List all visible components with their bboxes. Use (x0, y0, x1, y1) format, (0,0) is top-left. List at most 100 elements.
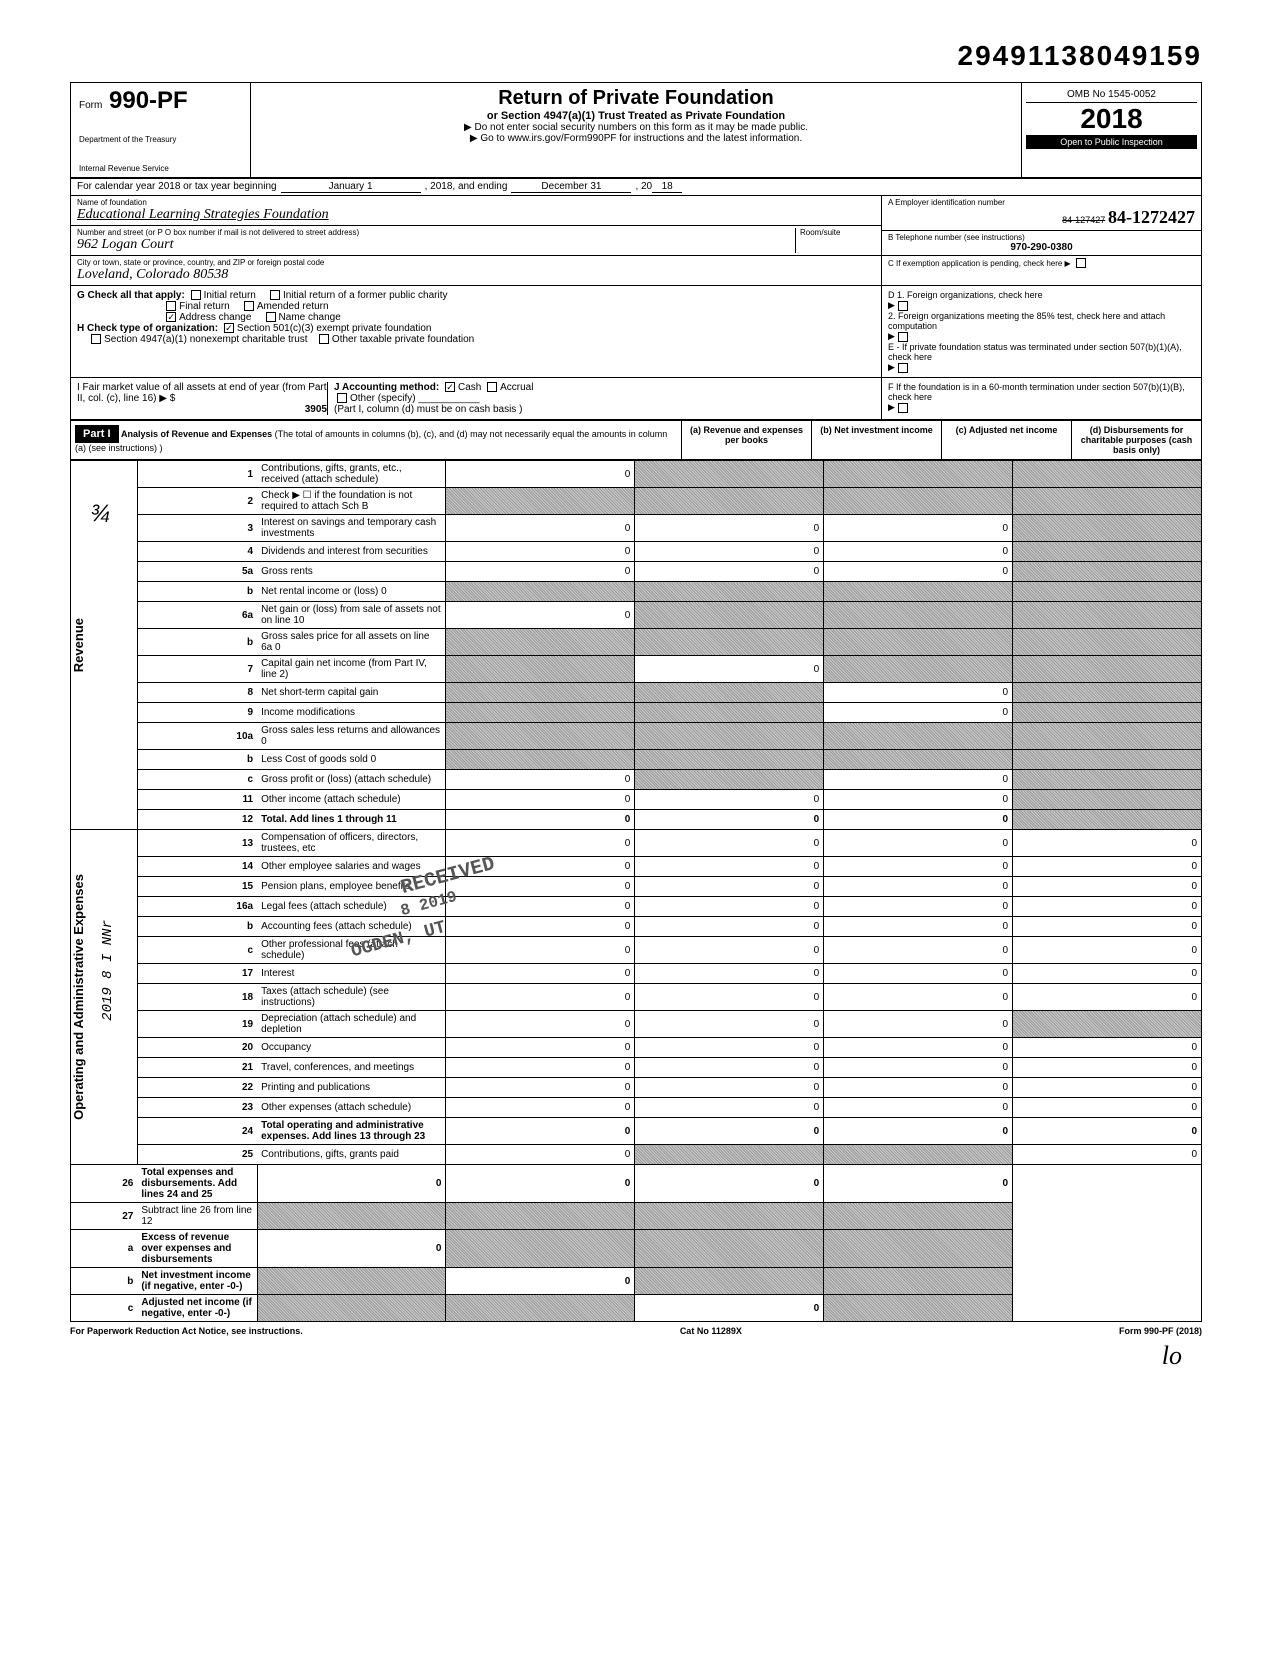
row-val: 0 (446, 1268, 635, 1295)
row-val: 0 (635, 830, 824, 857)
e-checkbox[interactable] (898, 363, 908, 373)
g-opt2: Initial return of a former public charit… (283, 290, 448, 301)
row-val: 0 (446, 790, 635, 810)
row-desc: Adjusted net income (if negative, enter … (137, 1295, 257, 1322)
g-former-charity[interactable] (270, 290, 280, 300)
row-val: 0 (1013, 917, 1202, 937)
row-val (635, 683, 824, 703)
calyear-text2: , 2018, and ending (425, 181, 508, 193)
row-num: b (137, 750, 257, 770)
row-num: 25 (137, 1145, 257, 1165)
row-val (635, 770, 824, 790)
row-val (824, 723, 1013, 750)
row-val (824, 629, 1013, 656)
row-val (635, 723, 824, 750)
i-value: 3905 (77, 404, 327, 415)
row-val: 0 (1013, 984, 1202, 1011)
row-val: 0 (635, 857, 824, 877)
row-val (824, 1268, 1013, 1295)
row-val: 0 (635, 562, 824, 582)
footer-right: Form 990-PF (2018) (1119, 1326, 1202, 1336)
c-checkbox[interactable] (1076, 258, 1086, 268)
row-val: 0 (824, 857, 1013, 877)
row-val: 0 (1013, 1038, 1202, 1058)
h-4947a1[interactable] (91, 334, 101, 344)
row-val: 0 (446, 937, 635, 964)
g-opt5: Address change (179, 312, 251, 323)
row-val (446, 1295, 635, 1322)
g-amended[interactable] (244, 301, 254, 311)
row-desc: Net gain or (loss) from sale of assets n… (257, 602, 446, 629)
city-label: City or town, state or province, country… (77, 258, 875, 267)
g-opt4: Amended return (257, 301, 329, 312)
row-desc: Interest (257, 964, 446, 984)
g-label: G Check all that apply: (77, 290, 185, 301)
row-desc: Income modifications (257, 703, 446, 723)
g-initial-return[interactable] (191, 290, 201, 300)
d2-checkbox[interactable] (898, 332, 908, 342)
row-val: 0 (635, 790, 824, 810)
row-val (635, 1230, 824, 1268)
row-val (824, 1145, 1013, 1165)
row-val (446, 1203, 635, 1230)
h-501c3[interactable]: ✓ (224, 323, 234, 333)
row-val (635, 750, 824, 770)
row-desc: Total operating and administrative expen… (257, 1118, 446, 1145)
row-val: 0 (446, 984, 635, 1011)
row-num: 10a (137, 723, 257, 750)
row-val (824, 750, 1013, 770)
row-desc: Occupancy (257, 1038, 446, 1058)
calyear-yy: 18 (652, 181, 682, 193)
fraction-mark: ¾ (90, 500, 110, 528)
row-val: 0 (824, 1118, 1013, 1145)
row-val (635, 1145, 824, 1165)
g-address-change[interactable]: ✓ (166, 312, 176, 322)
check-i-section: I Fair market value of all assets at end… (70, 378, 1202, 420)
row-num: c (137, 770, 257, 790)
form-number: 990-PF (109, 87, 188, 114)
row-val: 0 (257, 1165, 446, 1203)
row-num: 3 (137, 515, 257, 542)
col-b-header: (b) Net investment income (811, 421, 941, 459)
row-val (1013, 515, 1202, 542)
j-other-label: Other (specify) (350, 393, 416, 404)
row-val: 0 (824, 897, 1013, 917)
row-val: 0 (824, 810, 1013, 830)
row-val (446, 723, 635, 750)
row-num: b (137, 582, 257, 602)
row-val: 0 (1013, 897, 1202, 917)
h-other-taxable[interactable] (319, 334, 329, 344)
row-num: a (71, 1230, 138, 1268)
row-val: 0 (635, 984, 824, 1011)
form-subtitle: or Section 4947(a)(1) Trust Treated as P… (255, 110, 1017, 122)
row-desc: Excess of revenue over expenses and disb… (137, 1230, 257, 1268)
phone: 970-290-0380 (888, 242, 1195, 253)
row-num: b (137, 629, 257, 656)
j-accrual[interactable] (487, 382, 497, 392)
row-desc: Interest on savings and temporary cash i… (257, 515, 446, 542)
g-final-return[interactable] (166, 301, 176, 311)
j-cash[interactable]: ✓ (445, 382, 455, 392)
row-val: 0 (1013, 1145, 1202, 1165)
g-name-change[interactable] (266, 312, 276, 322)
j-other[interactable] (337, 393, 347, 403)
d1-checkbox[interactable] (898, 301, 908, 311)
row-val (824, 488, 1013, 515)
row-val: 0 (635, 917, 824, 937)
phone-label: B Telephone number (see instructions) (888, 233, 1195, 242)
row-val (1013, 562, 1202, 582)
part1-label: Part I (75, 425, 119, 443)
info-grid: Name of foundation Educational Learning … (70, 196, 1202, 286)
row-val: 0 (446, 1118, 635, 1145)
row-val: 0 (446, 770, 635, 790)
footer: For Paperwork Reduction Act Notice, see … (70, 1326, 1202, 1336)
row-desc: Other employee salaries and wages (257, 857, 446, 877)
row-val: 0 (446, 461, 635, 488)
name-label: Name of foundation (77, 198, 875, 207)
f-checkbox[interactable] (898, 403, 908, 413)
row-val: 0 (824, 1058, 1013, 1078)
row-desc: Dividends and interest from securities (257, 542, 446, 562)
row-val: 0 (446, 917, 635, 937)
d2-label: 2. Foreign organizations meeting the 85%… (888, 311, 1195, 331)
row-desc: Gross sales less returns and allowances … (257, 723, 446, 750)
